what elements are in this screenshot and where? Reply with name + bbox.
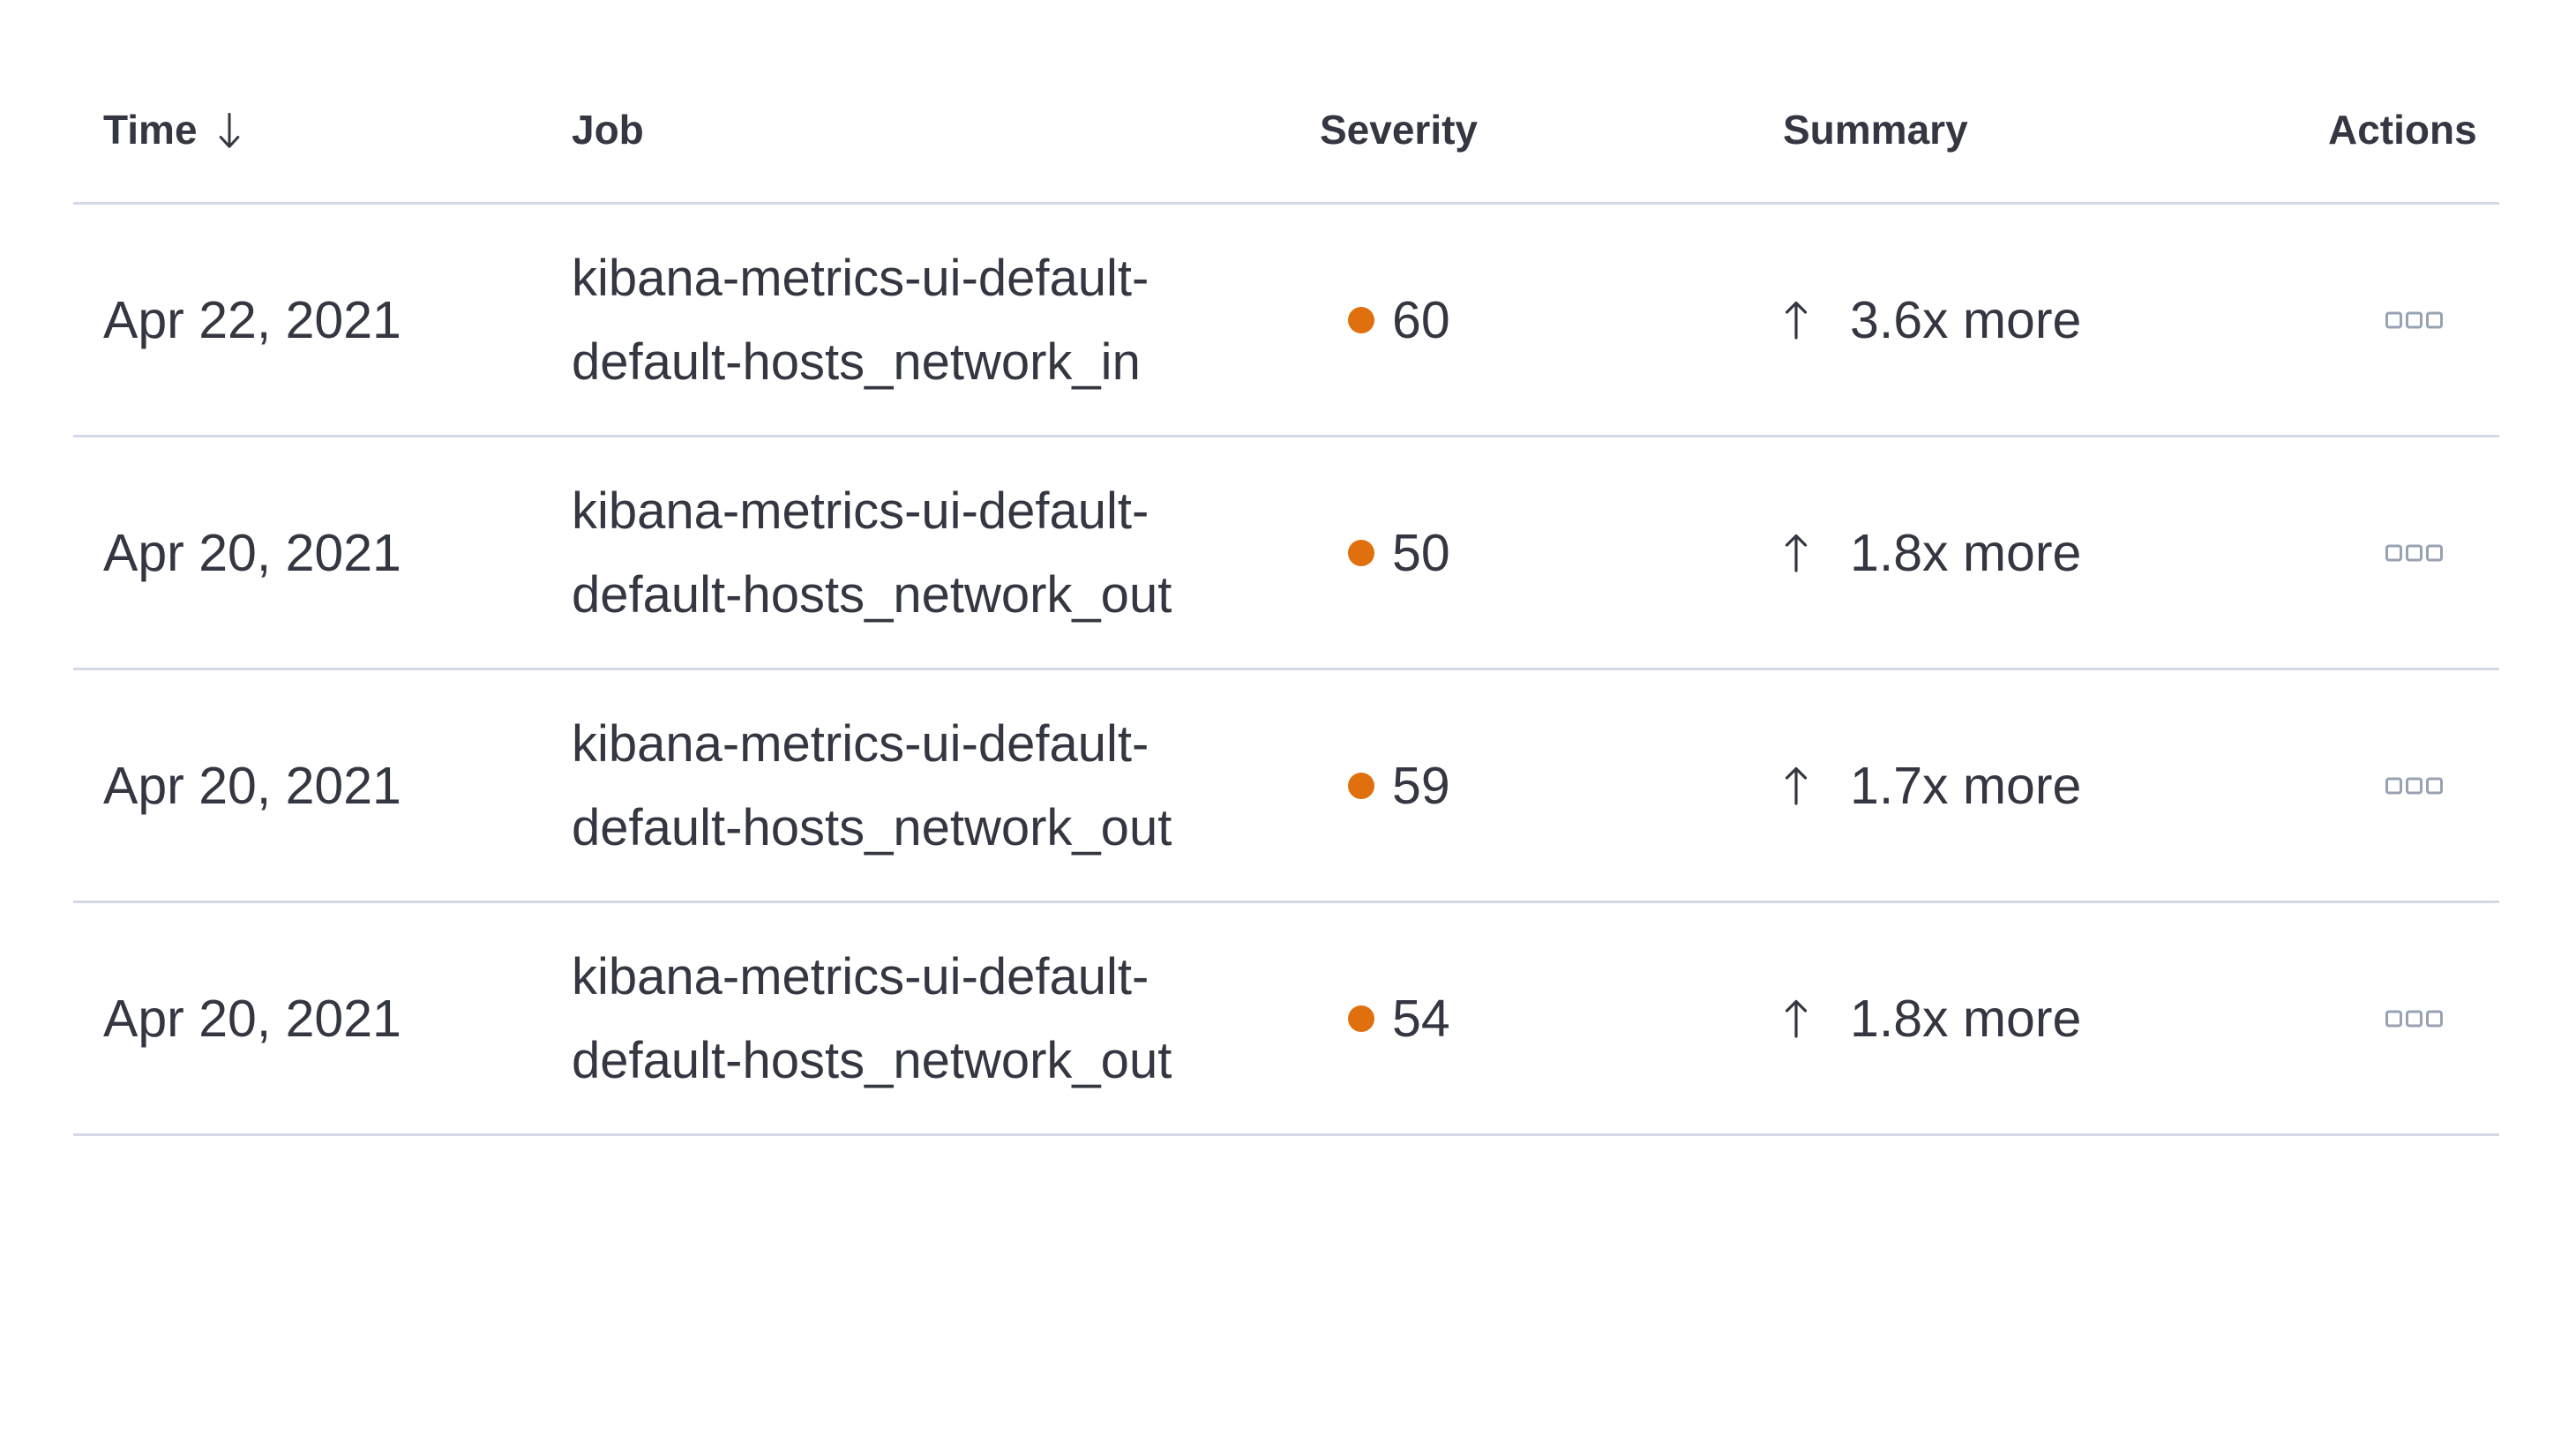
time-cell: Apr 20, 2021 [103,523,401,582]
row-actions-button[interactable] [2376,531,2452,575]
arrow-up-icon [1785,766,1808,805]
column-header-job: Job [572,106,644,153]
actions-cell [2328,531,2499,575]
row-actions-button[interactable] [2376,997,2452,1041]
row-actions-button[interactable] [2376,764,2452,808]
column-header-summary: Summary [1783,106,1968,153]
boxes-horizontal-icon [2385,544,2443,561]
table-row: Apr 20, 2021 kibana-metrics-ui-default- … [73,670,2499,903]
severity-dot-icon [1348,306,1374,333]
job-cell: kibana-metrics-ui-default- default-hosts… [572,469,1320,637]
summary-cell: 1.7x more [1783,756,2328,816]
job-name-line: kibana-metrics-ui-default- [572,482,1149,540]
job-name-line: kibana-metrics-ui-default- [572,249,1149,307]
summary-text: 1.8x more [1850,989,2082,1048]
summary-text: 1.7x more [1850,756,2082,815]
column-header-severity: Severity [1320,106,1479,153]
sort-descending-icon [219,112,239,148]
arrow-up-icon [1785,999,1808,1038]
actions-cell [2328,764,2499,808]
table-row: Apr 22, 2021 kibana-metrics-ui-default- … [73,205,2499,437]
summary-cell: 1.8x more [1783,989,2328,1049]
job-name-line: kibana-metrics-ui-default- [572,714,1149,773]
severity-cell: 54 [1320,989,1783,1049]
job-cell: kibana-metrics-ui-default- default-hosts… [572,236,1320,404]
job-name-line: kibana-metrics-ui-default- [572,947,1149,1005]
severity-dot-icon [1348,772,1374,799]
arrow-up-icon [1785,301,1808,340]
table-row: Apr 20, 2021 kibana-metrics-ui-default- … [73,437,2499,670]
boxes-horizontal-icon [2385,311,2443,328]
severity-dot-icon [1348,1005,1374,1032]
job-name-line: default-hosts_network_out [572,798,1172,856]
severity-cell: 50 [1320,523,1783,583]
anomalies-table: Time Job Severity Summary Actions Apr 22… [73,58,2499,1136]
table-header-row: Time Job Severity Summary Actions [73,58,2499,205]
boxes-horizontal-icon [2385,777,2443,794]
time-cell: Apr 22, 2021 [103,290,401,349]
job-name-line: default-hosts_network_out [572,565,1172,624]
actions-cell [2328,997,2499,1041]
severity-score: 59 [1392,756,1450,815]
column-header-time[interactable]: Time [73,106,572,154]
time-cell: Apr 20, 2021 [103,989,401,1048]
column-header-actions: Actions [2328,106,2477,153]
table-row: Apr 20, 2021 kibana-metrics-ui-default- … [73,903,2499,1136]
severity-cell: 60 [1320,290,1783,350]
job-cell: kibana-metrics-ui-default- default-hosts… [572,702,1320,870]
job-cell: kibana-metrics-ui-default- default-hosts… [572,935,1320,1102]
job-name-line: default-hosts_network_out [572,1031,1172,1089]
column-header-time-label: Time [103,106,198,153]
severity-dot-icon [1348,539,1374,566]
job-name-line: default-hosts_network_in [572,333,1141,391]
severity-cell: 59 [1320,756,1783,816]
summary-cell: 3.6x more [1783,290,2328,350]
severity-score: 54 [1392,989,1450,1048]
row-actions-button[interactable] [2376,298,2452,342]
time-cell: Apr 20, 2021 [103,756,401,815]
actions-cell [2328,298,2499,342]
summary-cell: 1.8x more [1783,523,2328,583]
severity-score: 50 [1392,523,1450,582]
summary-text: 1.8x more [1850,523,2082,582]
arrow-up-icon [1785,534,1808,572]
summary-text: 3.6x more [1850,290,2082,349]
severity-score: 60 [1392,290,1450,349]
boxes-horizontal-icon [2385,1010,2443,1027]
